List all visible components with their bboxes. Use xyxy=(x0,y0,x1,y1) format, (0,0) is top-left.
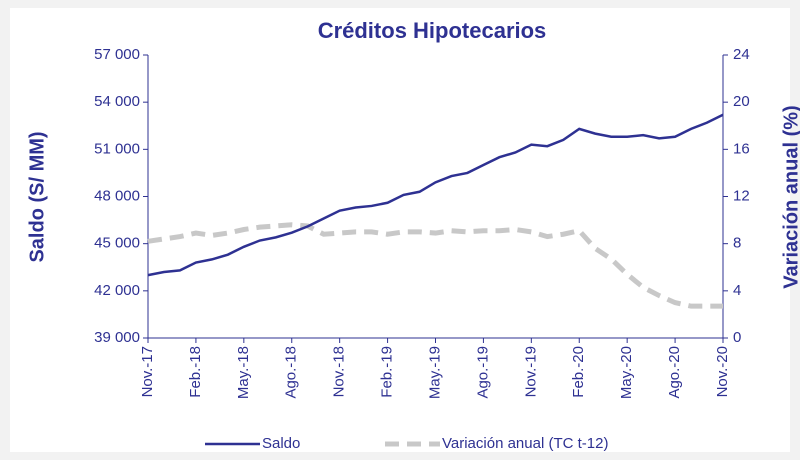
y-tick-label: 57 000 xyxy=(94,46,140,63)
x-tick-label: Nov.-17 xyxy=(139,346,156,397)
x-tick-label: Ago.-20 xyxy=(666,346,683,399)
legend-label: Variación anual (TC t-12) xyxy=(442,435,608,452)
x-tick-label: May.-20 xyxy=(618,346,635,399)
x-tick-label: Feb.-19 xyxy=(379,346,396,398)
x-tick-label: Feb.-20 xyxy=(570,346,587,398)
chart-panel xyxy=(10,8,790,452)
x-tick-label: Ago.-19 xyxy=(474,346,491,399)
x-tick-label: Nov.-18 xyxy=(331,346,348,397)
y2-axis-label: Variación anual (%) xyxy=(780,105,800,288)
series-line xyxy=(147,222,723,309)
y2-tick-label: 4 xyxy=(733,282,741,299)
y2-tick-label: 20 xyxy=(733,93,750,110)
legend-label: Saldo xyxy=(262,435,300,452)
y-tick-label: 54 000 xyxy=(94,93,140,110)
y-tick-label: 51 000 xyxy=(94,140,140,157)
x-tick-label: Nov.-20 xyxy=(714,346,731,397)
y-tick-label: 45 000 xyxy=(94,235,140,252)
y-tick-label: 42 000 xyxy=(94,282,140,299)
x-tick-label: Ago.-18 xyxy=(283,346,300,399)
x-tick-label: May.-18 xyxy=(235,346,252,399)
x-tick-label: Feb.-18 xyxy=(187,346,204,398)
y2-tick-label: 16 xyxy=(733,140,750,157)
x-tick-label: May.-19 xyxy=(426,346,443,399)
series-line xyxy=(147,113,724,277)
y-tick-label: 48 000 xyxy=(94,187,140,204)
y2-tick-label: 8 xyxy=(733,235,741,252)
y-tick-label: 39 000 xyxy=(94,329,140,346)
y2-tick-label: 12 xyxy=(733,187,750,204)
y2-tick-label: 0 xyxy=(733,329,741,346)
x-tick-label: Nov.-19 xyxy=(522,346,539,397)
chart-title: Créditos Hipotecarios xyxy=(318,18,547,43)
y2-tick-label: 24 xyxy=(733,46,750,63)
y-axis-label: Saldo (S/ MM) xyxy=(26,131,48,262)
